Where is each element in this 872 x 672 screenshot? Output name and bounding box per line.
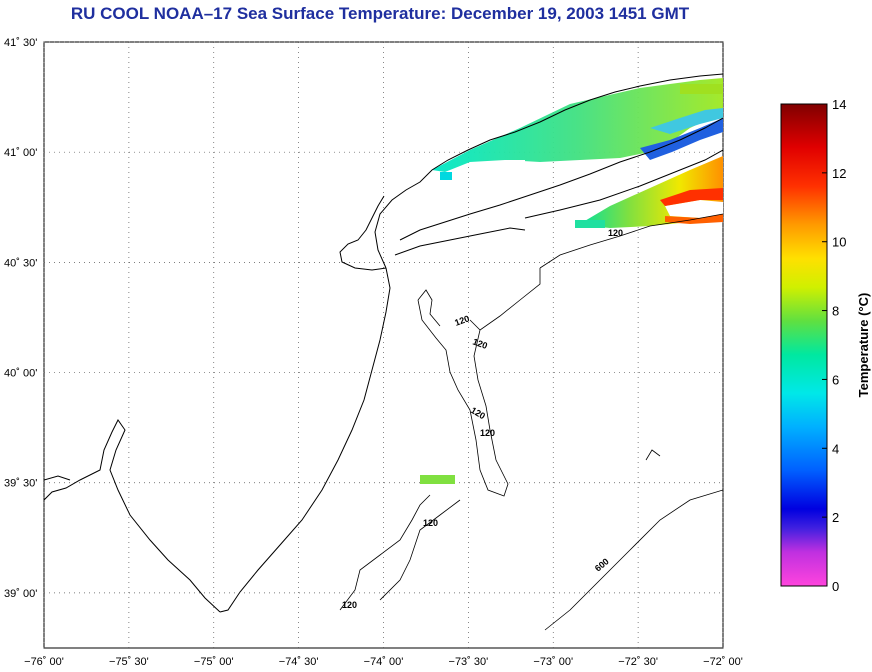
- lon-tick-label: −75˚ 30': [109, 656, 149, 668]
- lat-tick-label: 41˚ 30': [4, 37, 37, 49]
- lat-tick-label: 40˚ 00': [4, 368, 37, 380]
- colorbar-tick-label: 0: [832, 579, 839, 594]
- colorbar-tick-label: 2: [832, 510, 839, 525]
- lon-tick-label: −72˚ 00': [703, 656, 743, 668]
- colorbar-tick-label: 14: [832, 97, 846, 112]
- contour-label: 120: [608, 228, 623, 238]
- lon-tick-label: −76˚ 00': [24, 656, 64, 668]
- contour-label: 120: [480, 428, 495, 438]
- lat-tick-label: 41˚ 00': [4, 147, 37, 159]
- sst-data-patch: [420, 475, 455, 484]
- latitude-labels: 41˚ 30' 41˚ 00' 40˚ 30' 40˚ 00' 39˚ 30' 39˚ 0…: [4, 37, 37, 600]
- bathymetry-contours: [339, 213, 723, 631]
- colorbar-tick-label: 8: [832, 304, 839, 319]
- lat-tick-label: 39˚ 30': [4, 478, 37, 490]
- lon-tick-label: −73˚ 30': [449, 656, 489, 668]
- colorbar-tick-label: 10: [832, 235, 846, 250]
- contour-label: 120: [423, 518, 438, 528]
- lat-tick-label: 39˚ 00': [4, 588, 37, 600]
- colorbar-tick-label: 6: [832, 372, 839, 387]
- colorbar: 0 2 4 6 8 10 12 14 Temperature (°C): [780, 97, 871, 594]
- colorbar-tick-label: 12: [832, 166, 846, 181]
- contour-label: 120: [471, 336, 489, 351]
- coastlines: [44, 73, 723, 613]
- lat-tick-label: 40˚ 30': [4, 257, 37, 269]
- lon-tick-label: −74˚ 30': [279, 656, 319, 668]
- map-title: RU COOL NOAA–17 Sea Surface Temperature:…: [70, 4, 690, 23]
- lon-tick-label: −74˚ 00': [364, 656, 404, 668]
- lon-tick-label: −75˚ 00': [194, 656, 234, 668]
- colorbar-title: Temperature (°C): [856, 293, 871, 398]
- contour-label: 120: [342, 600, 357, 610]
- lon-tick-label: −73˚ 00': [533, 656, 573, 668]
- colorbar-tick-label: 4: [832, 441, 839, 456]
- colorbar-ticks: 0 2 4 6 8 10 12 14: [822, 97, 846, 594]
- longitude-labels: −76˚ 00' −75˚ 30' −75˚ 00' −74˚ 30' −74˚ 00'…: [24, 656, 743, 668]
- contour-label: 120: [453, 313, 471, 328]
- lon-tick-label: −72˚ 30': [618, 656, 658, 668]
- colorbar-gradient: [780, 103, 828, 587]
